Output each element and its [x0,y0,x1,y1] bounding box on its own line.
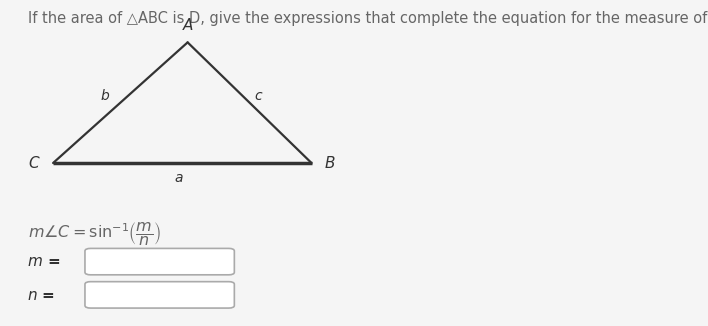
Text: b: b [101,89,109,103]
Text: a: a [174,171,183,185]
Text: B: B [324,156,335,170]
Text: $\mathit{m}$ =: $\mathit{m}$ = [27,254,60,269]
Text: If the area of △ABC is D, give the expressions that complete the equation for th: If the area of △ABC is D, give the expre… [28,11,708,26]
FancyBboxPatch shape [85,282,234,308]
Text: A: A [183,18,193,33]
Text: $m\angle C = \sin^{-1}\!\left(\dfrac{m}{n}\right)$: $m\angle C = \sin^{-1}\!\left(\dfrac{m}{… [28,220,161,246]
Text: c: c [255,89,262,103]
Text: $\mathit{n}$ =: $\mathit{n}$ = [27,288,55,303]
FancyBboxPatch shape [85,248,234,275]
Text: C: C [28,156,39,170]
